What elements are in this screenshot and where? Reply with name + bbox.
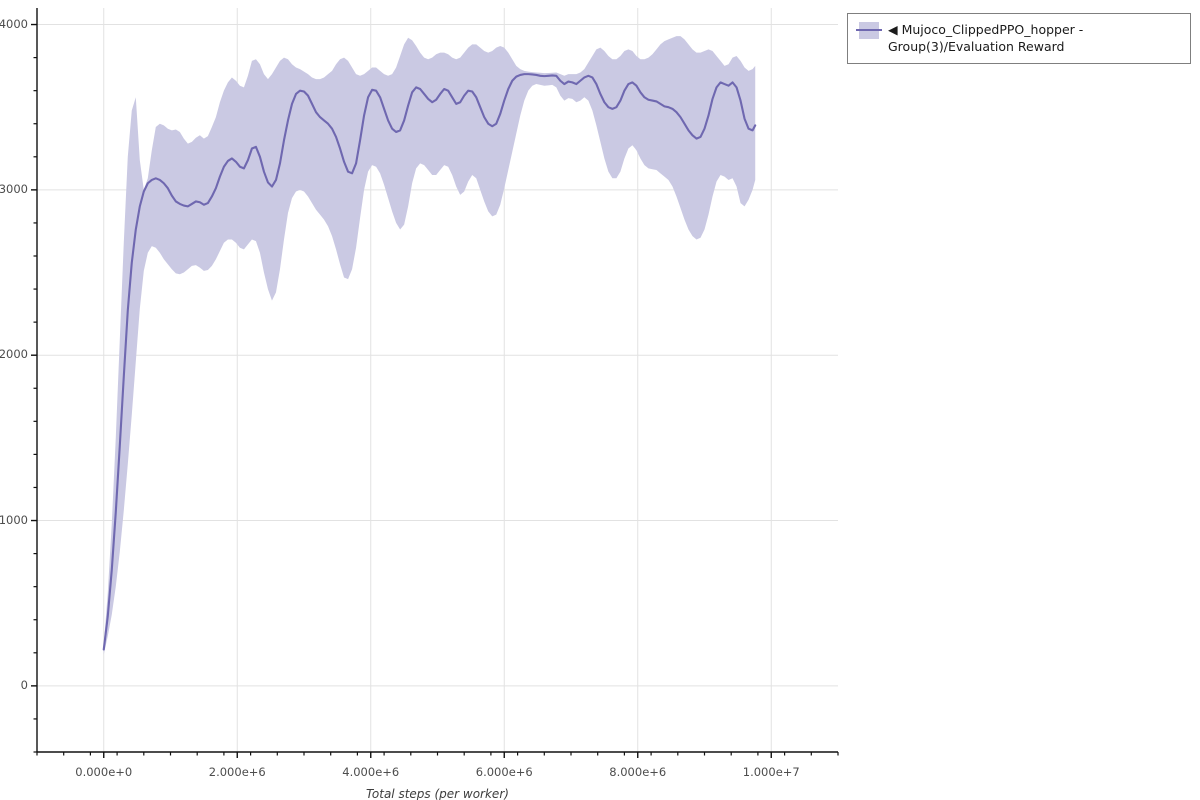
axis-ticks: [31, 23, 839, 758]
y-tick-label: 0: [20, 677, 28, 692]
confidence-band: [103, 36, 756, 655]
x-tick-label: 2.000e+6: [208, 765, 266, 779]
x-tick-label: 1.000e+7: [742, 765, 800, 779]
legend-swatch-icon: [856, 22, 882, 39]
x-tick-label: 6.000e+6: [475, 765, 533, 779]
legend-label: ◀ Mujoco_ClippedPPO_hopper - Group(3)/Ev…: [888, 22, 1084, 54]
mean-line: [102, 73, 757, 651]
y-tick-label: 2000: [0, 347, 28, 362]
y-tick-label: 4000: [0, 16, 28, 31]
chart-legend[interactable]: ◀ Mujoco_ClippedPPO_hopper - Group(3)/Ev…: [847, 13, 1191, 64]
y-tick-label: 1000: [0, 512, 28, 527]
y-tick-label: 3000: [0, 181, 28, 196]
x-tick-label: 4.000e+6: [342, 765, 400, 779]
x-tick-label: 0.000e+0: [75, 765, 133, 779]
legend-line-swatch: [856, 29, 882, 32]
x-axis-title: Total steps (per worker): [366, 787, 509, 800]
x-tick-label: 8.000e+6: [609, 765, 667, 779]
